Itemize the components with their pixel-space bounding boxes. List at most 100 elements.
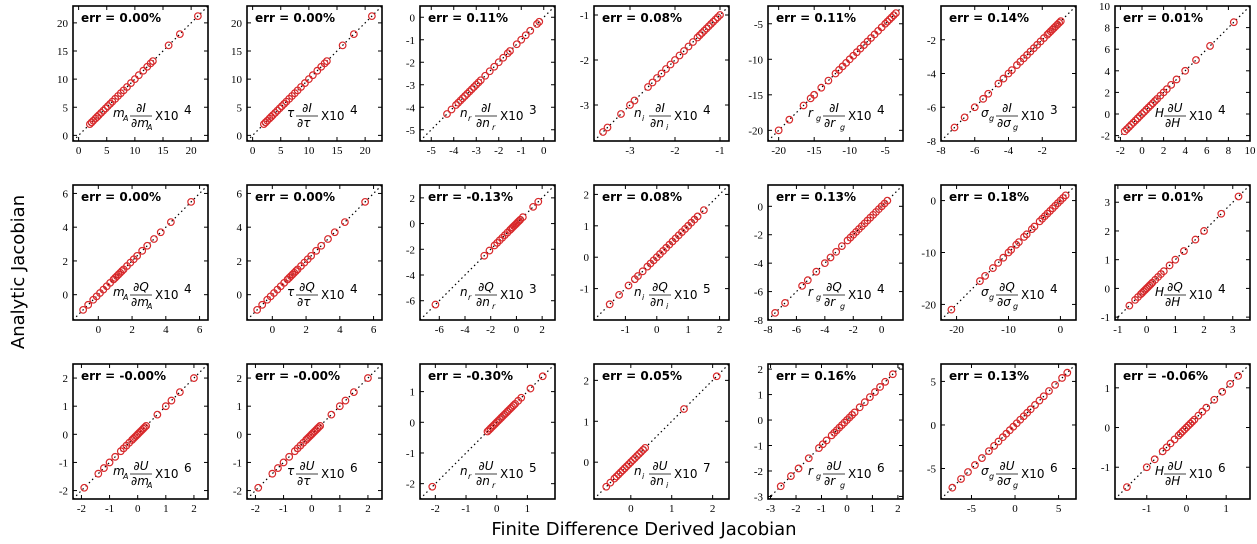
y-tick-label: 4	[237, 222, 243, 234]
y-tick-label: 6	[63, 188, 69, 200]
x-tick-label: -2	[486, 324, 495, 336]
label-prefix: τ	[287, 106, 295, 120]
data-point	[1193, 57, 1200, 64]
data-point	[268, 114, 275, 121]
label-scale-exponent: 6	[877, 461, 885, 475]
x-tick-label: -2	[1116, 145, 1125, 157]
x-tick-label: 4	[337, 324, 343, 336]
label-denominator-subscript: r	[492, 123, 496, 132]
data-point	[618, 111, 625, 118]
data-point	[151, 236, 158, 243]
data-point	[101, 465, 108, 472]
y-tick-label: 0	[63, 429, 69, 441]
x-tick-label: -3	[625, 145, 635, 157]
error-label: err = -0.06%	[1123, 369, 1208, 383]
y-tick-label: 1	[1105, 383, 1111, 395]
x-tick-label: 4	[1182, 145, 1188, 157]
x-tick-label: -20	[949, 324, 964, 336]
data-point	[527, 27, 534, 34]
y-tick-label: 10	[1099, 1, 1111, 13]
y-tick-label: -1	[754, 441, 763, 453]
x-tick-label: -2	[791, 503, 800, 515]
data-point	[168, 397, 175, 404]
y-tick-label: 3	[1105, 197, 1111, 209]
data-point	[795, 465, 802, 472]
label-scale-exponent: 4	[877, 103, 885, 117]
panel-1-4: -3 -2 -1-3-2-1 err = 0.08%n i∂I∂n iX10 4	[580, 6, 729, 157]
label-denominator: ∂n	[650, 295, 664, 309]
parameter-label: n i∂Q∂n iX10 5	[634, 280, 711, 311]
label-denominator: ∂σ	[997, 474, 1011, 488]
label-denominator: ∂n	[650, 116, 664, 130]
x-tick-label: -1	[1113, 324, 1122, 336]
error-label: err = 0.11%	[776, 11, 856, 25]
y-tick-label: 10	[231, 74, 243, 86]
label-prefix: r	[808, 285, 814, 299]
x-tick-label: 0	[494, 503, 500, 515]
label-prefix: n	[634, 464, 642, 478]
label-prefix: τ	[287, 285, 295, 299]
label-scale-exponent: 6	[184, 461, 192, 475]
data-point	[530, 204, 537, 211]
data-point	[325, 236, 332, 243]
x-tick-label: 0	[1012, 503, 1018, 515]
data-point	[262, 119, 269, 126]
panel-2-2: 0 2 4 60246 err = 0.00%τ ∂Q∂τ X10 4	[237, 185, 383, 336]
data-point	[856, 404, 863, 411]
label-scale: X10	[674, 109, 698, 123]
y-tick-label: -2	[754, 230, 763, 242]
data-point	[606, 301, 613, 308]
label-numerator: ∂I	[829, 101, 839, 115]
label-denominator: ∂r	[824, 474, 836, 488]
data-point	[805, 455, 812, 462]
label-prefix-subscript: A	[122, 472, 128, 481]
error-label: err = 0.00%	[81, 190, 161, 204]
label-prefix-subscript: g	[816, 472, 821, 481]
y-tick-label: -4	[406, 102, 416, 114]
x-tick-label: 0	[135, 503, 141, 515]
label-scale-exponent: 7	[703, 461, 711, 475]
error-label: err = 0.01%	[1123, 11, 1203, 25]
x-tick-label: 10	[129, 145, 141, 157]
y-tick-label: -5	[927, 464, 937, 476]
y-tick-label: -1	[1101, 312, 1110, 324]
data-point	[318, 242, 325, 249]
x-tick-label: 2	[365, 503, 371, 515]
data-point	[81, 484, 88, 491]
label-numerator: ∂Q	[1167, 280, 1183, 294]
x-tick-label: 3	[1230, 324, 1236, 336]
y-tick-label: 0	[63, 290, 69, 302]
label-scale: X10	[674, 467, 698, 481]
y-tick-label: -1	[233, 457, 242, 469]
y-tick-label: 1	[1105, 255, 1111, 267]
label-numerator: ∂Q	[299, 280, 315, 294]
data-point	[1203, 404, 1210, 411]
y-tick-label: 2	[584, 375, 590, 387]
y-tick-label: 2	[758, 364, 764, 376]
x-tick-label: -6	[792, 324, 802, 336]
y-tick-label: 0	[758, 415, 764, 427]
label-prefix-subscript: i	[642, 293, 645, 302]
label-prefix: H	[1155, 106, 1164, 120]
label-denominator: ∂n	[476, 116, 490, 130]
parameter-label: r g∂Q∂r gX10 4	[808, 280, 885, 311]
data-point	[799, 283, 806, 290]
label-denominator: ∂σ	[997, 295, 1011, 309]
x-tick-label: 1	[337, 503, 343, 515]
data-point	[823, 437, 830, 444]
data-point	[786, 116, 793, 123]
y-tick-label: -2	[406, 57, 415, 69]
y-tick-label: 4	[63, 222, 69, 234]
label-scale-exponent: 4	[350, 282, 358, 296]
panel-1-5: -20 -15 -10 -5-20-15-10-5 err = 0.11%r g∂I∂r g…	[748, 6, 903, 157]
y-tick-label: 2	[237, 373, 243, 385]
label-scale: X10	[321, 288, 345, 302]
error-label: err = 0.13%	[949, 369, 1029, 383]
y-tick-label: 0	[931, 420, 937, 432]
label-prefix: n	[634, 106, 642, 120]
y-tick-label: -3	[406, 80, 416, 92]
x-tick-label: -1	[817, 503, 826, 515]
label-prefix-subscript: A	[122, 114, 128, 123]
parameter-label: n r∂Q∂n rX10 3	[460, 280, 537, 311]
parameter-label: H ∂U∂H X10 6	[1155, 459, 1226, 488]
